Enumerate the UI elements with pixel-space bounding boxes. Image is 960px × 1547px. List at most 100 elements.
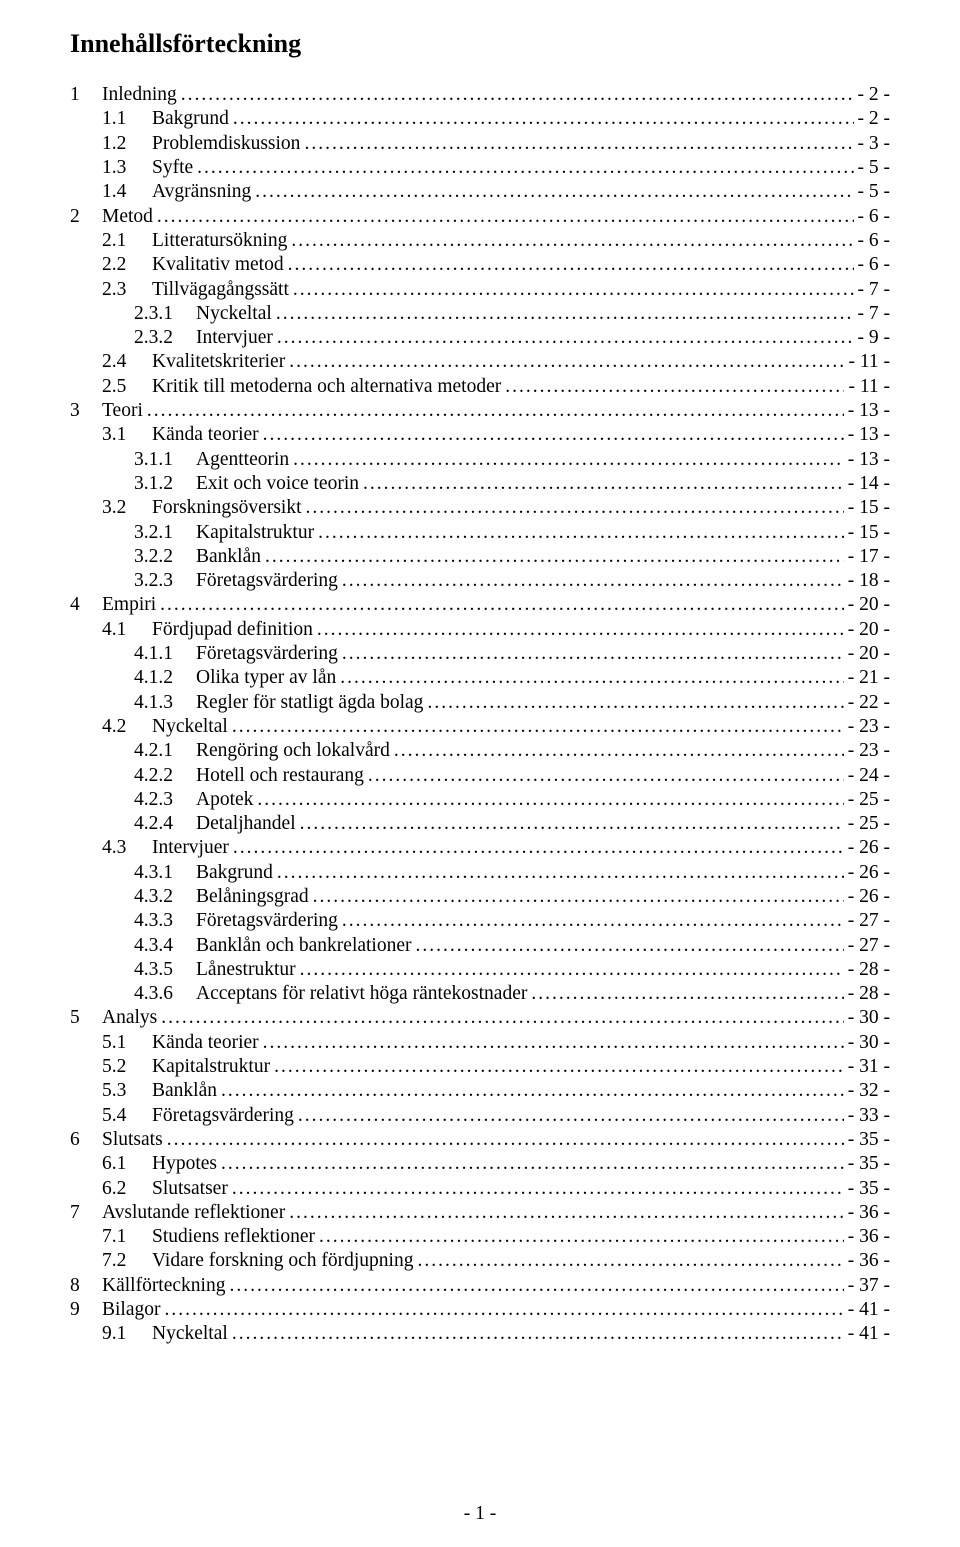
toc-entry[interactable]: 3.2.3Företagsvärdering- 18 - [70,569,890,593]
toc-entry-page: - 35 - [844,1152,890,1176]
toc-entry[interactable]: 2.4Kvalitetskriterier- 11 - [70,350,890,374]
toc-entry[interactable]: 4.1Fördjupad definition- 20 - [70,618,890,642]
toc-entry-number: 4.3.6 [134,982,196,1006]
toc-entry-text: Intervjuer [152,836,233,860]
toc-entry[interactable]: 2.3.2Intervjuer- 9 - [70,326,890,350]
toc-entry-text: Källförteckning [102,1274,229,1298]
toc-entry-text: Inledning [102,83,181,107]
toc-entry-page: - 15 - [844,521,890,545]
toc-entry[interactable]: 4.3.5Lånestruktur- 28 - [70,958,890,982]
toc-entry[interactable]: 3.1.1Agentteorin- 13 - [70,448,890,472]
toc-entry-number: 2 [70,205,102,229]
toc-entry[interactable]: 2.3Tillvägagångssätt- 7 - [70,278,890,302]
toc-entry-number: 4.2.4 [134,812,196,836]
toc-entry[interactable]: 6.2Slutsatser- 35 - [70,1177,890,1201]
toc-entry[interactable]: 4.3Intervjuer- 26 - [70,836,890,860]
toc-entry[interactable]: 4.3.6Acceptans för relativt höga ränteko… [70,982,890,1006]
toc-leader-dots [160,593,844,617]
toc-entry-text: Agentteorin [196,448,293,472]
toc-entry[interactable]: 4Empiri- 20 - [70,593,890,617]
toc-entry[interactable]: 6Slutsats- 35 - [70,1128,890,1152]
toc-leader-dots [255,180,853,204]
toc-entry[interactable]: 5.2Kapitalstruktur- 31 - [70,1055,890,1079]
toc-entry[interactable]: 1.2Problemdiskussion- 3 - [70,132,890,156]
toc-leader-dots [340,666,844,690]
toc-entry-text: Kända teorier [152,423,263,447]
toc-entry[interactable]: 5.3Banklån- 32 - [70,1079,890,1103]
toc-entry[interactable]: 4.3.3Företagsvärdering- 27 - [70,909,890,933]
toc-entry-page: - 41 - [844,1298,890,1322]
toc-entry-page: - 35 - [844,1177,890,1201]
toc-leader-dots [531,982,843,1006]
toc-entry[interactable]: 2.5Kritik till metoderna och alternativa… [70,375,890,399]
toc-entry-number: 4.1.2 [134,666,196,690]
toc-leader-dots [300,812,844,836]
toc-entry-page: - 31 - [844,1055,890,1079]
toc-entry-page: - 3 - [854,132,891,156]
toc-entry-number: 5.1 [102,1031,152,1055]
toc-leader-dots [300,958,844,982]
toc-entry[interactable]: 4.2.2Hotell och restaurang- 24 - [70,764,890,788]
toc-entry[interactable]: 3.1Kända teorier- 13 - [70,423,890,447]
toc-entry-text: Exit och voice teorin [196,472,363,496]
toc-entry-text: Slutsatser [152,1177,232,1201]
toc-entry[interactable]: 4.1.1Företagsvärdering- 20 - [70,642,890,666]
toc-leader-dots [417,1249,843,1273]
toc-entry[interactable]: 4.2.4Detaljhandel- 25 - [70,812,890,836]
toc-entry-text: Företagsvärdering [196,569,342,593]
toc-entry[interactable]: 7Avslutande reflektioner- 36 - [70,1201,890,1225]
toc-entry-number: 4.2.2 [134,764,196,788]
toc-entry[interactable]: 1Inledning- 2 - [70,83,890,107]
toc-entry-text: Företagsvärdering [196,909,342,933]
toc-entry-page: - 25 - [844,812,890,836]
toc-entry[interactable]: 6.1Hypotes- 35 - [70,1152,890,1176]
toc-entry[interactable]: 4.2.3Apotek- 25 - [70,788,890,812]
toc-entry[interactable]: 2.1Litteratursökning- 6 - [70,229,890,253]
toc-entry[interactable]: 3.2.1Kapitalstruktur- 15 - [70,521,890,545]
toc-entry-number: 3.2.1 [134,521,196,545]
toc-entry[interactable]: 4.2.1Rengöring och lokalvård- 23 - [70,739,890,763]
toc-leader-dots [505,375,844,399]
toc-entry[interactable]: 4.3.1Bakgrund- 26 - [70,861,890,885]
toc-entry[interactable]: 3.1.2Exit och voice teorin- 14 - [70,472,890,496]
toc-entry[interactable]: 3.2Forskningsöversikt- 15 - [70,496,890,520]
toc-entry[interactable]: 7.2Vidare forskning och fördjupning- 36 … [70,1249,890,1273]
toc-entry-number: 6 [70,1128,102,1152]
toc-entry[interactable]: 7.1Studiens reflektioner- 36 - [70,1225,890,1249]
toc-entry[interactable]: 4.1.3Regler för statligt ägda bolag- 22 … [70,691,890,715]
toc-entry-text: Acceptans för relativt höga räntekostnad… [196,982,531,1006]
toc-entry[interactable]: 1.3Syfte- 5 - [70,156,890,180]
toc-list: 1Inledning- 2 -1.1Bakgrund- 2 -1.2Proble… [70,83,890,1346]
toc-entry-text: Banklån och bankrelationer [196,934,416,958]
toc-entry[interactable]: 2Metod- 6 - [70,205,890,229]
toc-leader-dots [221,1152,844,1176]
toc-entry[interactable]: 9.1Nyckeltal- 41 - [70,1322,890,1346]
toc-entry-text: Slutsats [102,1128,167,1152]
toc-entry[interactable]: 8Källförteckning- 37 - [70,1274,890,1298]
toc-entry[interactable]: 5Analys- 30 - [70,1006,890,1030]
toc-entry-text: Lånestruktur [196,958,300,982]
toc-entry-page: - 33 - [844,1104,890,1128]
toc-entry-page: - 6 - [854,253,891,277]
toc-entry[interactable]: 5.1Kända teorier- 30 - [70,1031,890,1055]
toc-entry[interactable]: 5.4Företagsvärdering- 33 - [70,1104,890,1128]
toc-entry[interactable]: 4.3.2Belåningsgrad- 26 - [70,885,890,909]
toc-entry[interactable]: 4.3.4Banklån och bankrelationer- 27 - [70,934,890,958]
toc-entry[interactable]: 9Bilagor- 41 - [70,1298,890,1322]
toc-entry[interactable]: 4.1.2Olika typer av lån- 21 - [70,666,890,690]
toc-entry-text: Hypotes [152,1152,221,1176]
toc-leader-dots [394,739,844,763]
toc-entry[interactable]: 4.2Nyckeltal- 23 - [70,715,890,739]
toc-leader-dots [167,1128,844,1152]
toc-leader-dots [342,569,844,593]
toc-entry-text: Studiens reflektioner [152,1225,319,1249]
toc-entry[interactable]: 3.2.2Banklån- 17 - [70,545,890,569]
toc-entry[interactable]: 3Teori- 13 - [70,399,890,423]
toc-entry-number: 4.3.2 [134,885,196,909]
toc-entry-page: - 6 - [854,205,891,229]
toc-entry[interactable]: 2.2Kvalitativ metod- 6 - [70,253,890,277]
toc-leader-dots [276,302,854,326]
toc-entry[interactable]: 1.4Avgränsning- 5 - [70,180,890,204]
toc-entry[interactable]: 1.1Bakgrund- 2 - [70,107,890,131]
toc-entry[interactable]: 2.3.1Nyckeltal- 7 - [70,302,890,326]
